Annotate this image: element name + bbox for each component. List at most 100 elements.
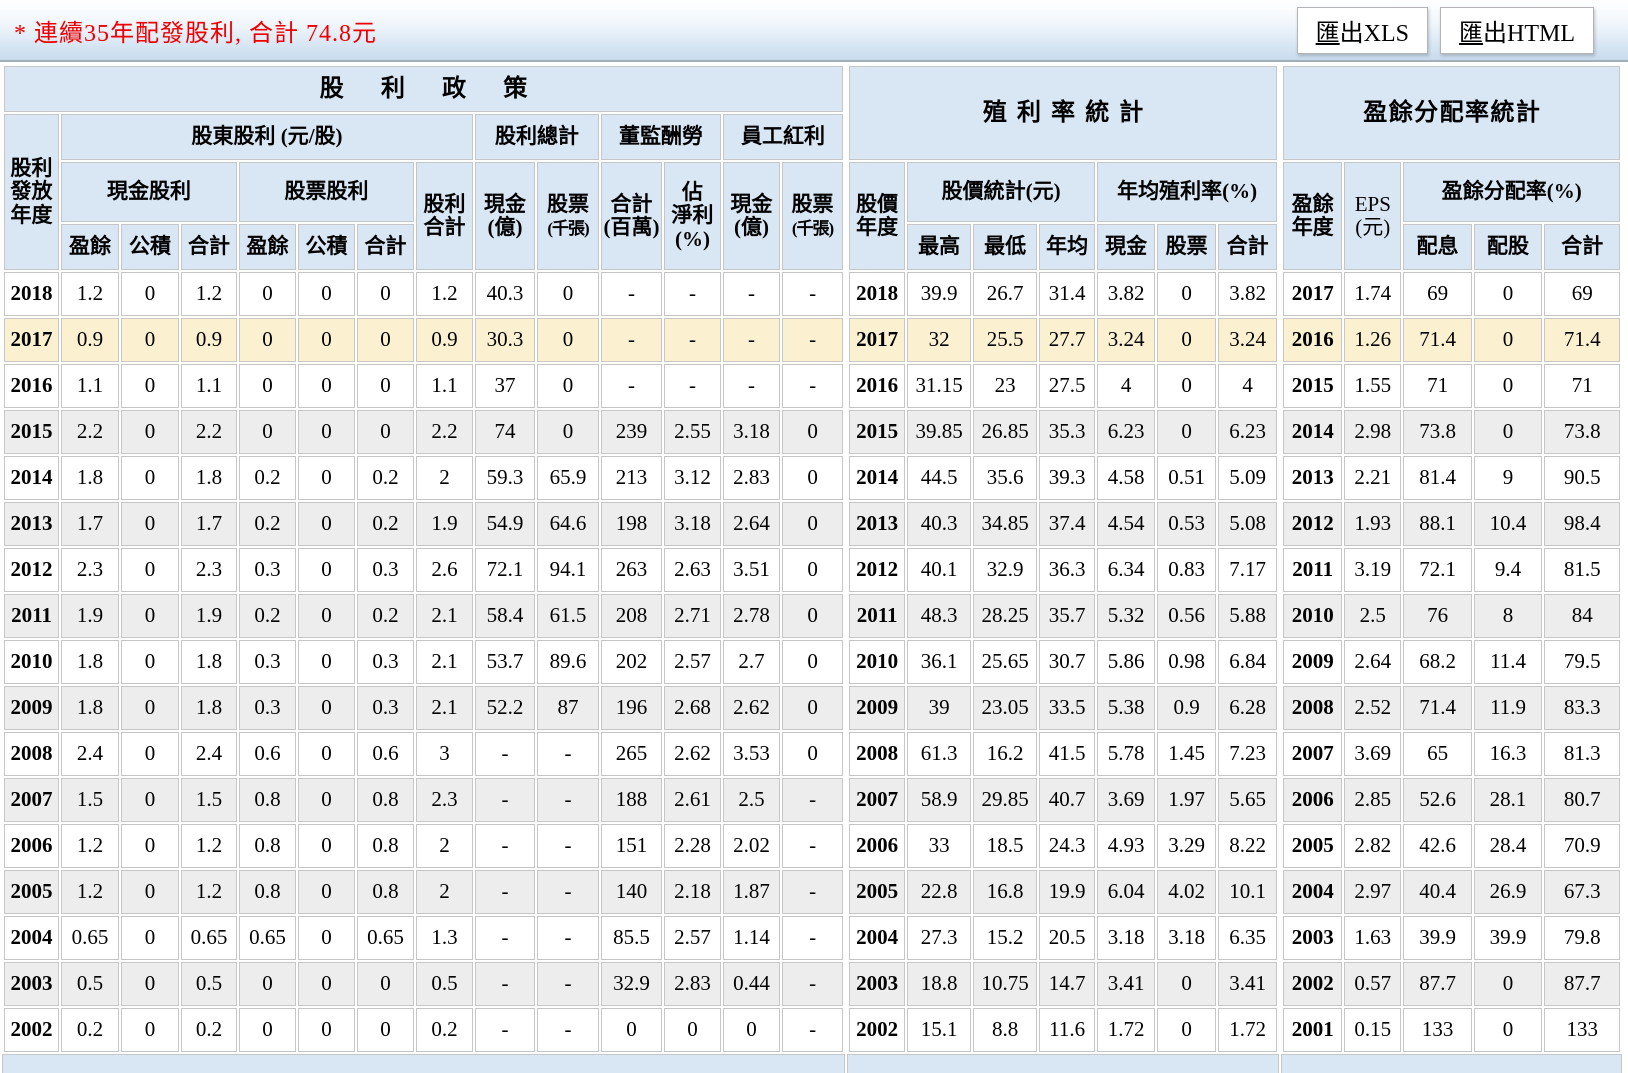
value-cell: 6.28 [1218,686,1278,730]
value-cell: 39.9 [907,272,972,316]
value-cell: 6.35 [1218,916,1278,960]
value-cell: 23.05 [973,686,1038,730]
value-cell: 0 [357,410,414,454]
value-cell: 2.2 [416,410,473,454]
statistics-tables: 股利政策 股利 發放 年度 股東股利 (元/股) 股利總計 董監酬勞 員工紅利 … [0,62,1628,1054]
value-cell: 3.18 [1157,916,1217,960]
value-cell: 87.7 [1403,962,1472,1006]
table-row: 2002 15.1 8.8 11.6 1.72 0 1.72 [849,1008,1278,1052]
value-cell: 10.1 [1218,870,1278,914]
value-cell: 2.5 [1344,594,1402,638]
value-cell: 1.2 [416,272,473,316]
value-cell: 0.3 [239,686,296,730]
value-cell: 2.2 [181,410,237,454]
value-cell: 3.41 [1097,962,1156,1006]
value-cell: 0.8 [239,778,296,822]
value-cell: 14.7 [1039,962,1096,1006]
table-row: 2005 1.2 0 1.2 0.8 0 0.8 2- -140 2.18 1.87- [4,870,844,914]
col-group-payout-ratio: 盈餘分配率(%) [1403,162,1621,222]
value-cell: 151 [601,824,662,868]
value-cell: 5.78 [1097,732,1156,776]
table-row: 2015 1.55 71 0 71 [1283,364,1621,408]
value-cell: 0.8 [357,870,414,914]
table-row: 2018 39.9 26.7 31.4 3.82 0 3.82 [849,272,1278,316]
value-cell: 71.4 [1403,318,1472,362]
value-cell: 3.82 [1218,272,1278,316]
value-cell: 1.1 [416,364,473,408]
export-xls-button[interactable]: 匯出XLS [1296,6,1428,54]
year-cell: 2010 [1283,594,1343,638]
value-cell: 1.8 [181,686,237,730]
value-cell: 0 [723,1008,780,1052]
value-cell: 2.02 [723,824,780,868]
value-cell: 5.08 [1218,502,1278,546]
export-html-button[interactable]: 匯出HTML [1440,6,1594,54]
value-cell: 7.23 [1218,732,1278,776]
value-cell: 69 [1403,272,1472,316]
value-cell: 0.65 [239,916,296,960]
table-row: 2004 2.97 40.4 26.9 67.3 [1283,870,1621,914]
table-row: 2017 0.9 0 0.9 0 0 0 0.9 30.3 0- - - - [4,318,844,362]
value-cell: - [723,318,780,362]
value-cell: 196 [601,686,662,730]
year-cell: 2003 [4,962,59,1006]
value-cell: 0.2 [239,456,296,500]
col-header-price-year: 股價 年度 [849,162,906,270]
value-cell: 28.1 [1473,778,1543,822]
table-row: 2001 0.15 133 0 133 [1283,1008,1621,1052]
value-cell: 1.87 [723,870,780,914]
value-cell: 2.57 [664,916,721,960]
value-cell: 32.9 [601,962,662,1006]
value-cell: 188 [601,778,662,822]
table-row: 2002 0.57 87.7 0 87.7 [1283,962,1621,1006]
value-cell: 2.4 [181,732,237,776]
value-cell: - [475,824,535,868]
value-cell: 0 [664,1008,721,1052]
value-cell: 1.5 [61,778,119,822]
value-cell: - [782,318,844,362]
value-cell: 52.6 [1403,778,1472,822]
value-cell: 2.82 [1344,824,1402,868]
year-cell: 2017 [4,318,59,362]
value-cell: 2.64 [723,502,780,546]
value-cell: 0 [782,410,844,454]
table-row: 2011 1.9 0 1.9 0.2 0 0.2 2.1 58.4 61.5 208 2.71 2.78… [4,594,844,638]
value-cell: 54.9 [475,502,535,546]
value-cell: 0 [298,364,355,408]
value-cell: 58.4 [475,594,535,638]
value-cell: 2.78 [723,594,780,638]
value-cell: 73.8 [1544,410,1621,454]
value-cell: 1.9 [181,594,237,638]
value-cell: 73.8 [1403,410,1472,454]
value-cell: 0.51 [1157,456,1217,500]
value-cell: 0 [298,318,355,362]
col-header-payout-cash: 配息 [1403,224,1472,270]
value-cell: - [537,916,599,960]
value-cell: 0 [1157,962,1217,1006]
value-cell: 33 [907,824,972,868]
value-cell: 25.5 [973,318,1038,362]
value-cell: 239 [601,410,662,454]
value-cell: 29.85 [973,778,1038,822]
value-cell: 59.3 [475,456,535,500]
value-cell: 0.83 [1157,548,1217,592]
value-cell: 88.1 [1403,502,1472,546]
value-cell: 0.9 [416,318,473,362]
value-cell: 202 [601,640,662,684]
payout-ratio-title: 盈餘分配率統計 [1283,66,1621,160]
value-cell: - [782,962,844,1006]
col-header-payout-stock: 配股 [1473,224,1543,270]
value-cell: 2.68 [664,686,721,730]
value-cell: 0.3 [357,548,414,592]
value-cell: - [537,1008,599,1052]
value-cell: 72.1 [475,548,535,592]
year-cell: 2004 [4,916,59,960]
year-cell: 2001 [1283,1008,1343,1052]
value-cell: 3.69 [1344,732,1402,776]
value-cell: 20.5 [1039,916,1096,960]
value-cell: 6.84 [1218,640,1278,684]
table-row: 2009 2.64 68.2 11.4 79.5 [1283,640,1621,684]
value-cell: 0.8 [239,870,296,914]
year-cell: 2006 [849,824,906,868]
table-row: 2012 2.3 0 2.3 0.3 0 0.3 2.6 72.1 94.1 263 2.63 3.51… [4,548,844,592]
